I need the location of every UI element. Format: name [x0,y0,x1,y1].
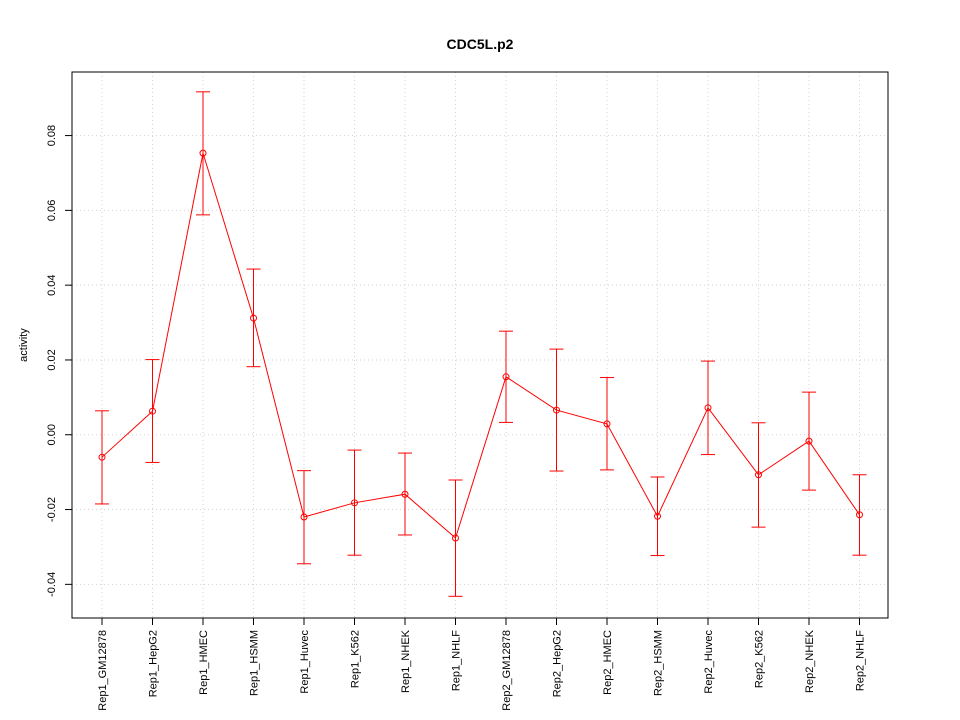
data-point [199,149,207,157]
x-tick-label: Rep1_GM12878 [97,630,109,711]
x-tick-label: Rep1_Huvec [299,630,311,694]
data-point [654,512,661,520]
x-tick-label: Rep1_HepG2 [148,630,160,697]
axes: Rep1_GM12878 Rep1_HepG2 Rep1_HMEC Rep1_HSMM… [46,125,867,711]
plot-frame [71,71,889,619]
x-tick-label: Rep2_NHLF [855,630,867,691]
data-point [553,406,560,414]
x-tick-label: Rep1_HMEC [198,630,210,695]
data-point [351,499,358,507]
x-tick-label: Rep1_K562 [350,630,362,688]
data-point [856,511,863,519]
data-point [98,453,106,461]
data-point [401,490,409,498]
data-point [502,373,510,381]
data-point [250,314,257,322]
x-tick-label: Rep1_NHEK [400,629,412,693]
x-tick-label: Rep2_HSMM [653,630,665,696]
data-point [704,404,712,412]
y-tick-label: 0.04 [46,274,58,295]
grid [72,72,888,618]
x-tick-label: Rep2_GM12878 [501,630,513,711]
y-tick-label: -0.04 [46,572,58,597]
x-tick-label: Rep2_Huvec [703,630,715,694]
series [95,91,867,597]
y-tick-label: 0.00 [46,424,58,445]
chart-title: CDC5L.p2 [447,36,514,52]
y-tick-label: 0.08 [46,125,58,146]
data-point [603,420,611,428]
y-tick-label: -0.02 [46,497,58,522]
x-tick-label: Rep1_HSMM [249,630,261,696]
series-line [101,153,860,539]
x-tick-label: Rep2_HepG2 [552,630,564,697]
data-point [149,407,156,415]
y-tick-label: 0.02 [46,349,58,370]
data-point [300,513,308,521]
data-point [452,534,459,542]
x-tick-label: Rep1_NHLF [451,630,463,691]
data-point [805,437,813,445]
x-tick-label: Rep2_K562 [754,630,766,688]
y-tick-label: 0.06 [46,200,58,221]
data-point [755,471,762,479]
y-axis-label: activity [18,328,30,362]
x-tick-label: Rep2_NHEK [804,629,816,693]
x-tick-label: Rep2_HMEC [602,630,614,695]
